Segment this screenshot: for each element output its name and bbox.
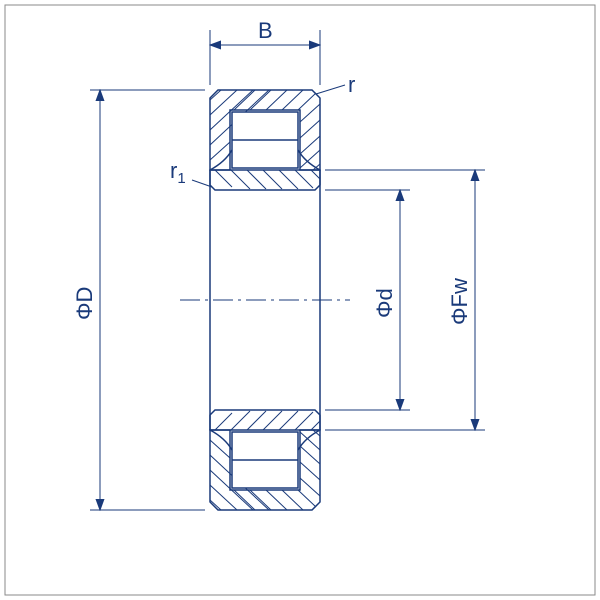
inner-ring-bottom	[210, 410, 320, 430]
label-phiD: ΦD	[72, 287, 97, 320]
label-phiFw: ΦFw	[447, 278, 472, 325]
label-phid: Φd	[372, 288, 397, 318]
roller-bottom	[232, 432, 298, 488]
inner-ring-top	[210, 170, 320, 190]
leader-r	[316, 85, 345, 94]
inner-ring-bottom-hatch	[215, 411, 320, 430]
label-r: r	[348, 72, 355, 97]
roller-top	[232, 112, 298, 168]
label-r1: r1	[170, 158, 186, 187]
label-B: B	[258, 18, 273, 43]
bearing-diagram: B ΦD Φd ΦFw r r1	[0, 0, 600, 600]
inner-ring-top-hatch	[215, 170, 320, 189]
leader-r1	[192, 180, 212, 187]
